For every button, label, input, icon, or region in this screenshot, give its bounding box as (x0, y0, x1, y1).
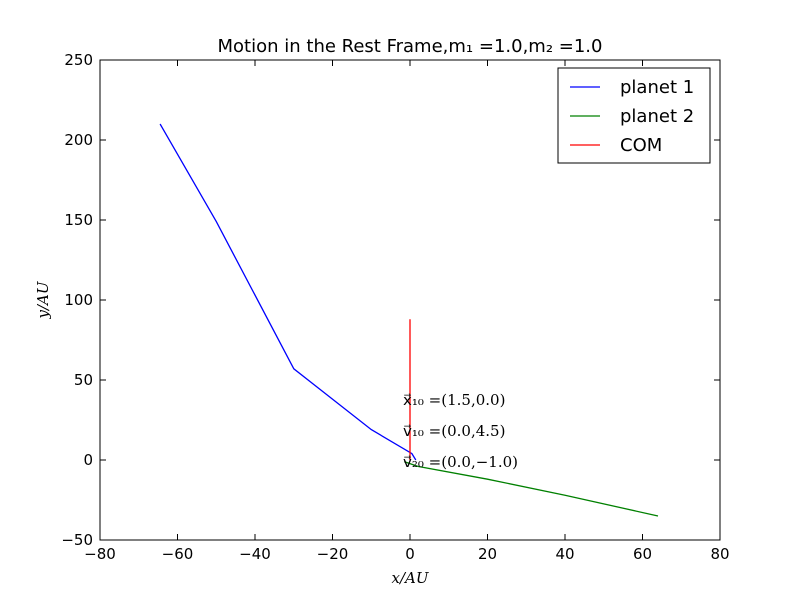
y-tick-label: 100 (64, 291, 93, 309)
annotation-1: x⃗₁₀ =(1.5,0.0) (403, 391, 505, 409)
x-tick-label: −40 (239, 545, 271, 563)
x-tick-label: 60 (633, 545, 652, 563)
y-tick-label: 150 (64, 211, 93, 229)
x-tick-label: 80 (710, 545, 729, 563)
series-line-planet-2 (403, 460, 659, 517)
annotation-2: v⃗₁₀ =(0.0,4.5) (403, 422, 505, 440)
y-tick-label: 250 (64, 51, 93, 69)
y-tick-label: −50 (61, 531, 93, 549)
chart-title: Motion in the Rest Frame,m₁ =1.0,m₂ =1.0 (218, 36, 603, 57)
annotation-3: v⃗₂₀ =(0.0,−1.0) (403, 453, 518, 471)
y-axis-label: y/AU (34, 280, 52, 319)
legend-label: planet 2 (620, 106, 694, 127)
x-tick-label: −20 (317, 545, 349, 563)
ticks-layer: −80 −60 −40 −20 0 20 40 60 80 −50 0 50 100 150 200 250 (61, 51, 729, 563)
y-tick-label: 50 (74, 371, 93, 389)
x-axis-label: x/AU (392, 569, 430, 587)
series-line-planet-1 (159, 123, 417, 461)
legend-label: planet 1 (620, 77, 694, 98)
x-tick-label: 0 (405, 545, 415, 563)
x-tick-label: −80 (84, 545, 116, 563)
series-layer (159, 123, 659, 517)
annotation-layer: x⃗₁₀ =(1.5,0.0) v⃗₁₀ =(0.0,4.5) v⃗₂₀ =(0.0… (403, 391, 518, 471)
x-tick-label: 40 (555, 545, 574, 563)
legend-label: COM (620, 135, 662, 156)
y-tick-label: 200 (64, 131, 93, 149)
y-tick-label: 0 (83, 451, 93, 469)
x-tick-label: −60 (162, 545, 194, 563)
legend: planet 1 planet 2 COM (557, 67, 711, 164)
x-tick-label: 20 (478, 545, 497, 563)
